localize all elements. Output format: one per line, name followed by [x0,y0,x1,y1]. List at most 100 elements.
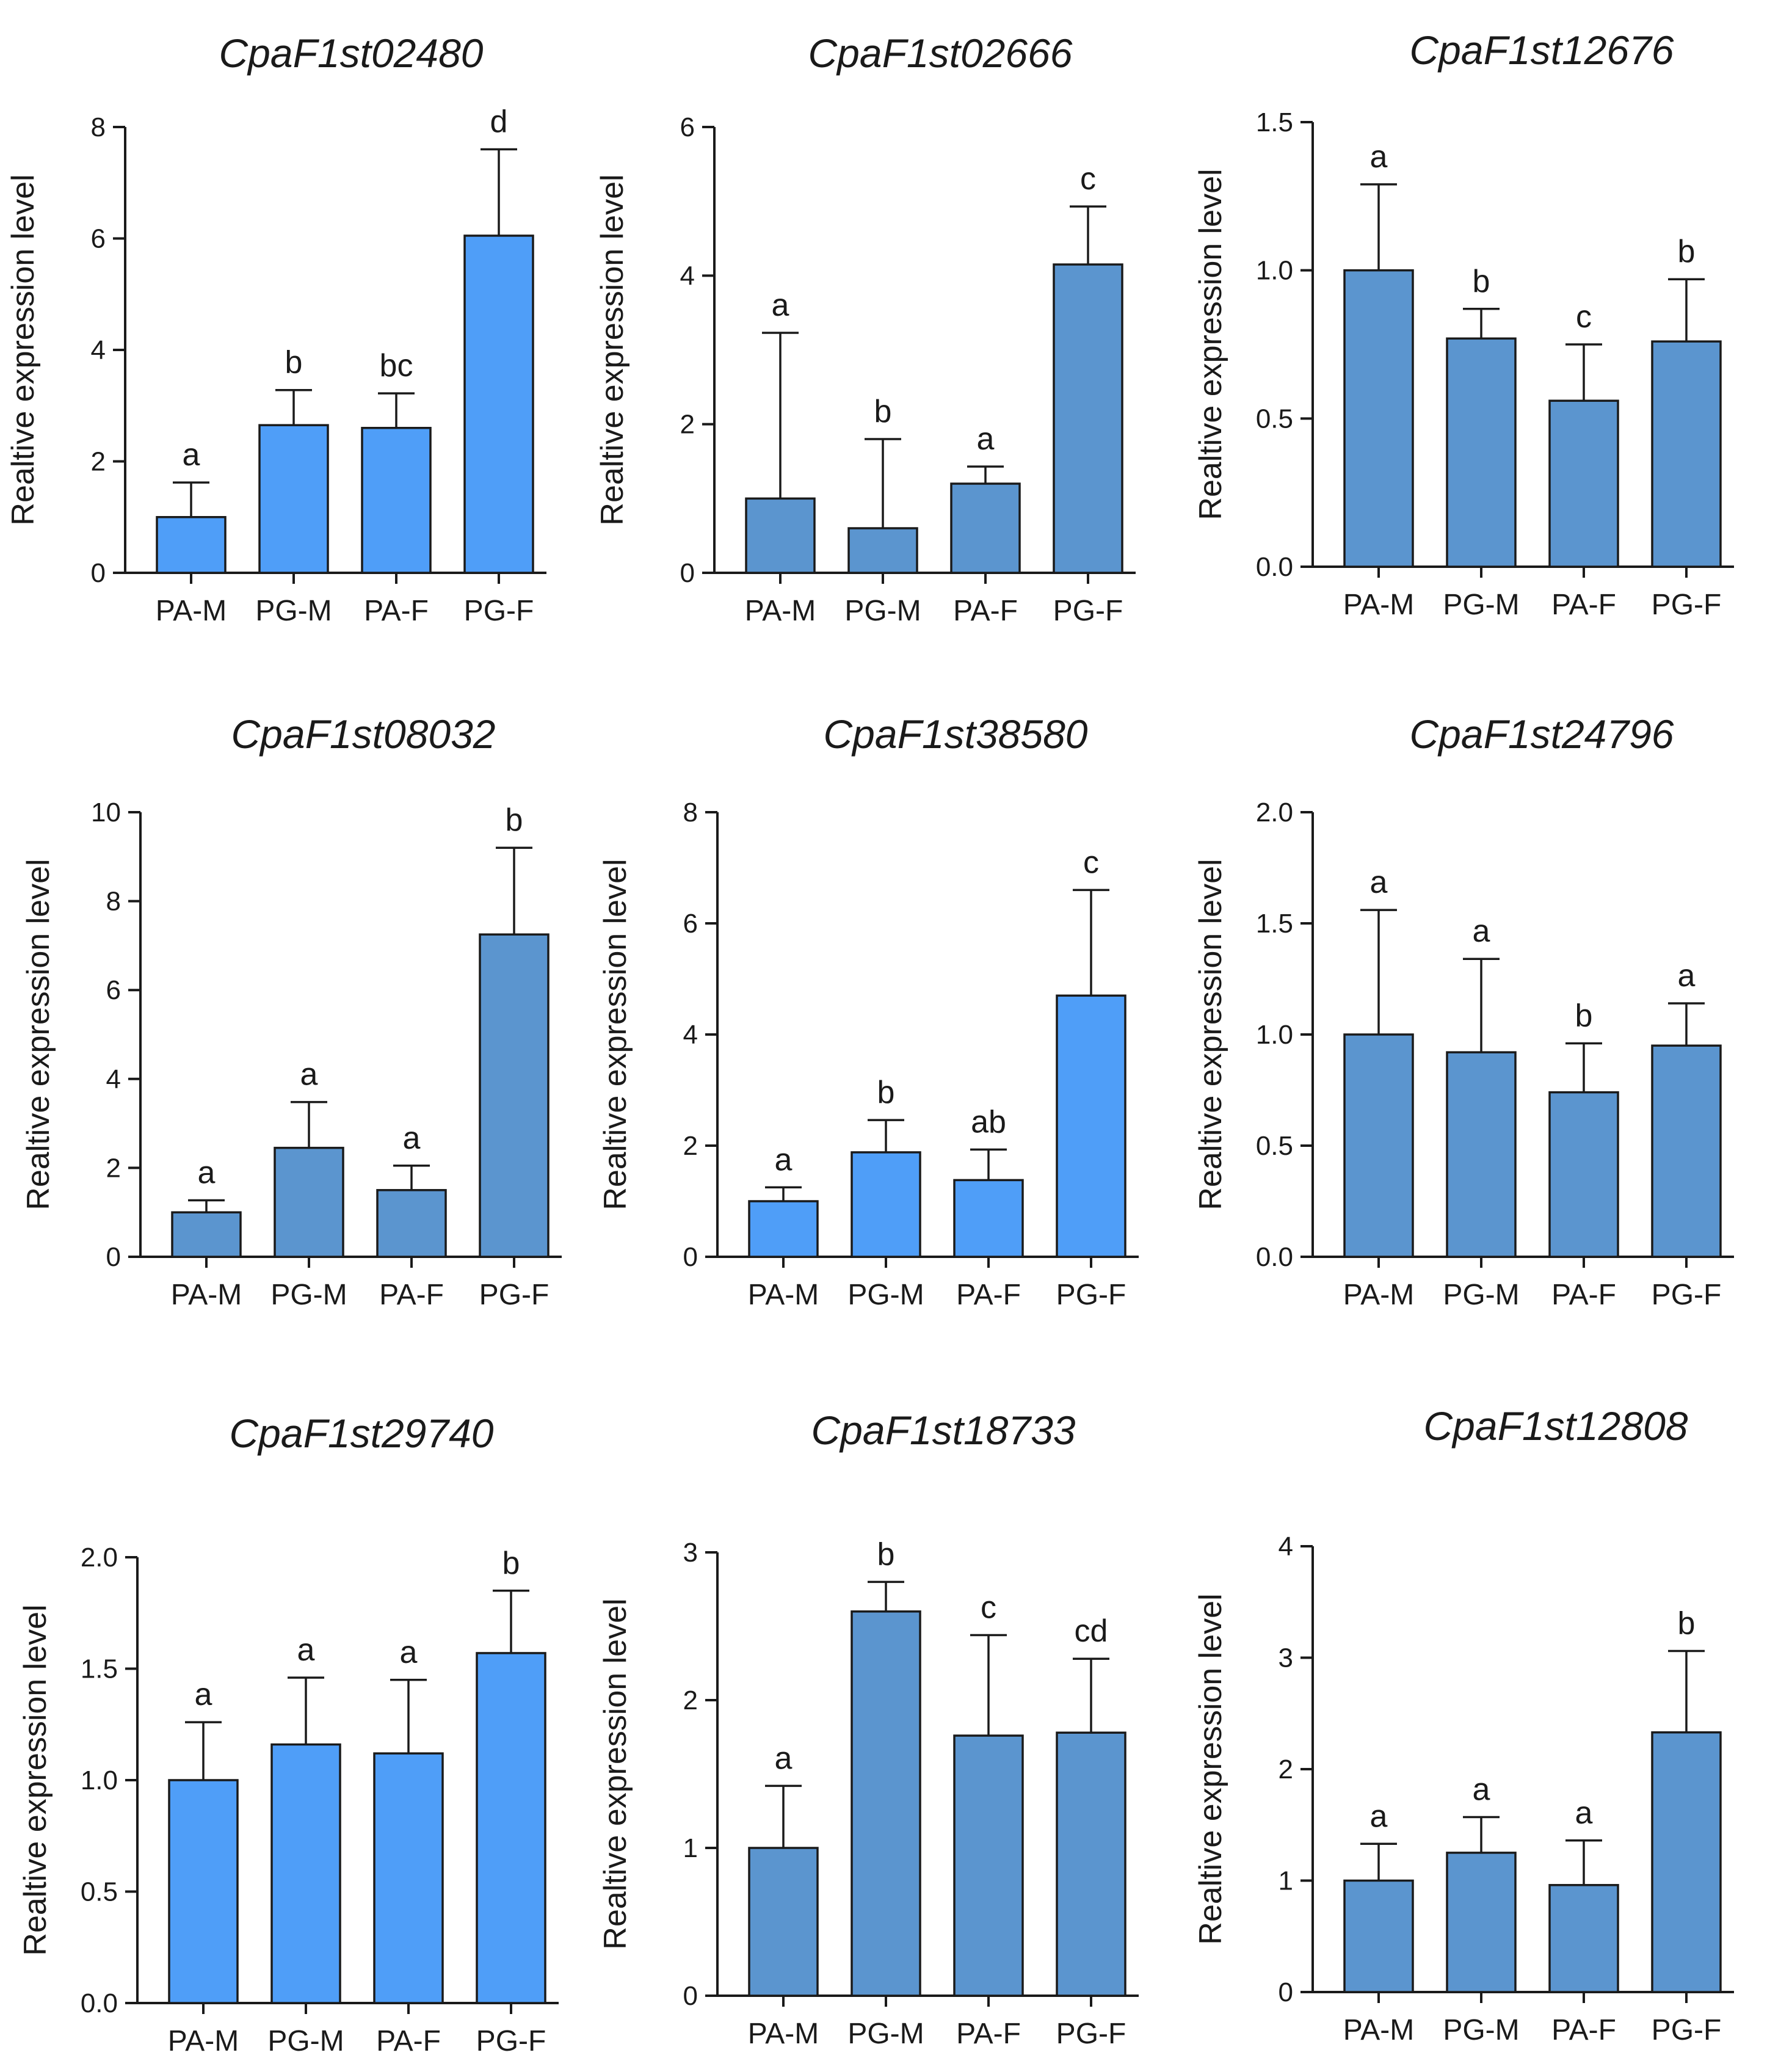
significance-letter-PA-F: b [1575,998,1593,1034]
bar-PG-F [1056,994,1126,1258]
x-tick-label-PG-M: PG-M [255,595,332,627]
bar-PG-F [1651,1044,1722,1258]
y-axis-label: Realtive expression level [598,1598,633,1949]
x-tick-label-PA-M: PA-M [171,1279,242,1311]
y-tick-label: 0.5 [81,1877,118,1907]
y-axis-label: Realtive expression level [598,859,633,1210]
y-tick-label: 0 [91,558,106,588]
significance-letter-PA-F: bc [380,348,413,384]
bar-PG-M [847,527,918,574]
bar-PG-F [479,933,550,1258]
y-axis-label: Realtive expression level [5,174,41,525]
chart-title: CpaF1st12676 [1410,27,1674,73]
significance-letter-PG-F: b [502,1546,520,1581]
y-tick-label: 4 [680,261,695,291]
significance-letter-PA-M: a [1370,1798,1388,1834]
x-tick-label-PG-M: PG-M [844,595,921,627]
significance-letter-PA-M: a [775,1740,793,1776]
significance-letter-PG-M: b [874,394,892,429]
significance-letter-PA-M: a [1370,139,1388,175]
chart-title: CpaF1st29740 [230,1411,494,1456]
significance-letter-PG-M: b [877,1536,895,1572]
x-tick-label-PG-M: PG-M [1443,2014,1519,2046]
y-tick-label: 0.5 [1256,404,1293,434]
y-axis-label: Realtive expression level [595,174,630,525]
bar-PA-F [1548,1091,1619,1258]
significance-letter-PG-F: d [490,104,508,140]
bar-PA-M [748,1200,819,1258]
y-tick-label: 4 [91,335,106,365]
y-tick-label: 0.0 [1256,1242,1293,1272]
chart-panel-CpaF1st12676: CpaF1st12676 Realtive expression level 0.0… [1193,27,1734,621]
significance-letter-PA-M: a [195,1677,212,1712]
y-tick-label: 1 [1279,1866,1293,1896]
bar-PG-F [1651,1731,1722,1993]
chart-title: CpaF1st02666 [808,31,1073,76]
bar-PG-M [1446,1051,1517,1258]
bar-PA-F [1548,1884,1619,1993]
x-tick-label-PG-F: PG-F [1056,1279,1126,1311]
y-tick-label: 8 [106,887,121,917]
y-tick-label: 8 [91,112,106,142]
y-tick-label: 1.0 [1256,256,1293,286]
y-tick-label: 0 [106,1242,121,1272]
x-tick-label-PG-M: PG-M [847,2018,924,2050]
x-tick-label-PG-M: PG-M [1443,1279,1519,1311]
y-tick-label: 1.0 [81,1765,118,1795]
chart-panel-CpaF1st18733: CpaF1st18733 Realtive expression level 0 1 2… [598,1408,1139,2050]
significance-letter-PG-M: a [297,1632,315,1668]
y-tick-label: 6 [680,112,695,142]
y-axis-label: Realtive expression level [21,859,56,1210]
bar-PG-F [1053,263,1123,574]
significance-letter-PA-F: ab [971,1104,1006,1140]
y-axis-label: Realtive expression level [18,1604,53,1955]
bar-PA-F [953,1734,1024,1997]
y-tick-label: 2 [91,447,106,477]
x-tick-label-PA-F: PA-F [379,1279,444,1311]
chart-panel-CpaF1st38580: CpaF1st38580 Realtive expression level 0 2 4… [598,711,1139,1311]
y-tick-label: 0.0 [81,1988,118,2018]
chart-title: CpaF1st08032 [231,711,496,757]
significance-letter-PA-M: a [775,1142,793,1177]
chart-panel-CpaF1st29740: CpaF1st29740 Realtive expression level 0.0… [18,1411,559,2057]
y-axis-label: Realtive expression level [1193,859,1228,1210]
significance-letter-PG-M: b [877,1075,895,1110]
y-tick-label: 1.5 [1256,107,1293,137]
y-tick-label: 1.0 [1256,1020,1293,1050]
x-tick-label-PA-M: PA-M [748,2018,819,2050]
bar-PA-M [748,1847,819,1997]
x-tick-label-PA-M: PA-M [168,2025,239,2057]
bar-PG-M [851,1610,921,1997]
significance-letter-PA-F: c [981,1590,996,1626]
bar-PA-F [376,1189,447,1258]
x-tick-label-PA-M: PA-M [1343,1279,1414,1311]
significance-letter-PG-M: a [1473,914,1490,949]
x-tick-label-PA-M: PA-M [745,595,816,627]
bar-PA-M [156,516,227,574]
y-tick-label: 4 [683,1020,698,1050]
significance-letter-PG-F: b [506,802,523,838]
chart-title: CpaF1st02480 [219,31,484,76]
bar-PA-F [361,427,432,574]
chart-panel-CpaF1st02480: CpaF1st02480 Realtive expression level 0 2 4… [5,31,546,627]
chart-panel-CpaF1st02666: CpaF1st02666 Realtive expression level 0 2 4… [595,31,1136,627]
x-tick-label-PG-F: PG-F [1056,2018,1126,2050]
bar-PA-F [950,482,1021,574]
y-tick-label: 0.0 [1256,552,1293,582]
x-tick-label-PA-M: PA-M [1343,589,1414,621]
significance-letter-PG-M: a [300,1057,318,1093]
y-tick-label: 2 [683,1131,698,1161]
chart-title: CpaF1st18733 [811,1408,1076,1453]
y-tick-label: 0.5 [1256,1131,1293,1161]
bar-PA-F [1548,399,1619,568]
bar-PA-M [171,1211,242,1258]
y-tick-label: 2.0 [1256,798,1293,827]
y-tick-label: 1 [683,1833,698,1863]
significance-letter-PG-F: c [1080,161,1096,197]
bar-PG-F [1651,340,1722,568]
bar-PA-M [1343,1033,1414,1258]
x-tick-label-PG-M: PG-M [1443,589,1519,621]
x-tick-label-PG-F: PG-F [464,595,534,627]
chart-title: CpaF1st12808 [1424,1403,1688,1449]
y-tick-label: 0 [683,1981,698,2011]
